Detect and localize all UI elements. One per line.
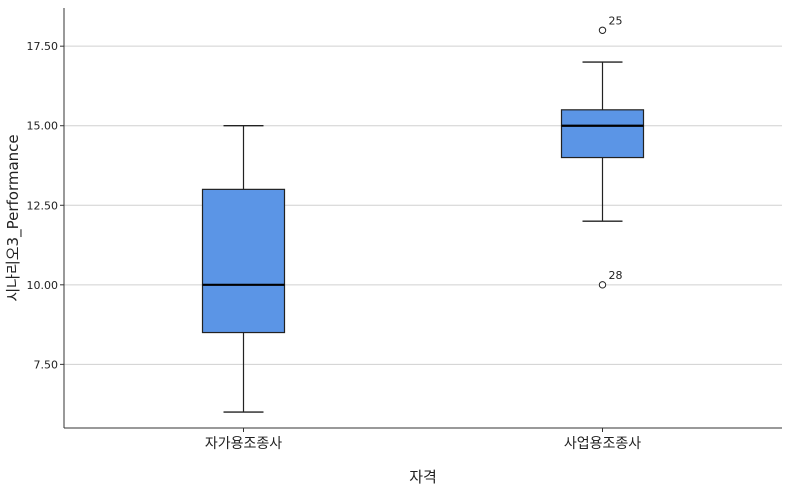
x-category-label: 사업용조종사: [564, 436, 641, 452]
outlier-point: [598, 26, 607, 34]
outlier-label: 25: [609, 14, 623, 27]
y-axis-title: 시나리오3_Performance: [4, 134, 23, 301]
y-tick-label: 17.50: [27, 40, 59, 53]
boxes: 25 28: [201, 14, 645, 413]
outlier-label: 28: [609, 269, 623, 282]
outlier-point: [598, 281, 607, 289]
y-tick-label: 10.00: [27, 279, 59, 292]
box-iqr: [560, 109, 645, 159]
y-tick-label: 7.50: [34, 358, 59, 371]
gridlines: [64, 45, 782, 365]
y-tick-label: 12.50: [27, 199, 59, 212]
box-group: 25 28: [560, 14, 645, 289]
box-group: [201, 125, 286, 413]
x-category-label: 자가용조종사: [205, 436, 282, 452]
axes: 7.50 10.00 12.50 15.00 17.50 자가용조종사 사업용조종사: [27, 8, 782, 452]
box-iqr: [201, 188, 286, 334]
y-tick-label: 15.00: [27, 120, 59, 133]
x-axis-title: 자격: [409, 468, 437, 486]
